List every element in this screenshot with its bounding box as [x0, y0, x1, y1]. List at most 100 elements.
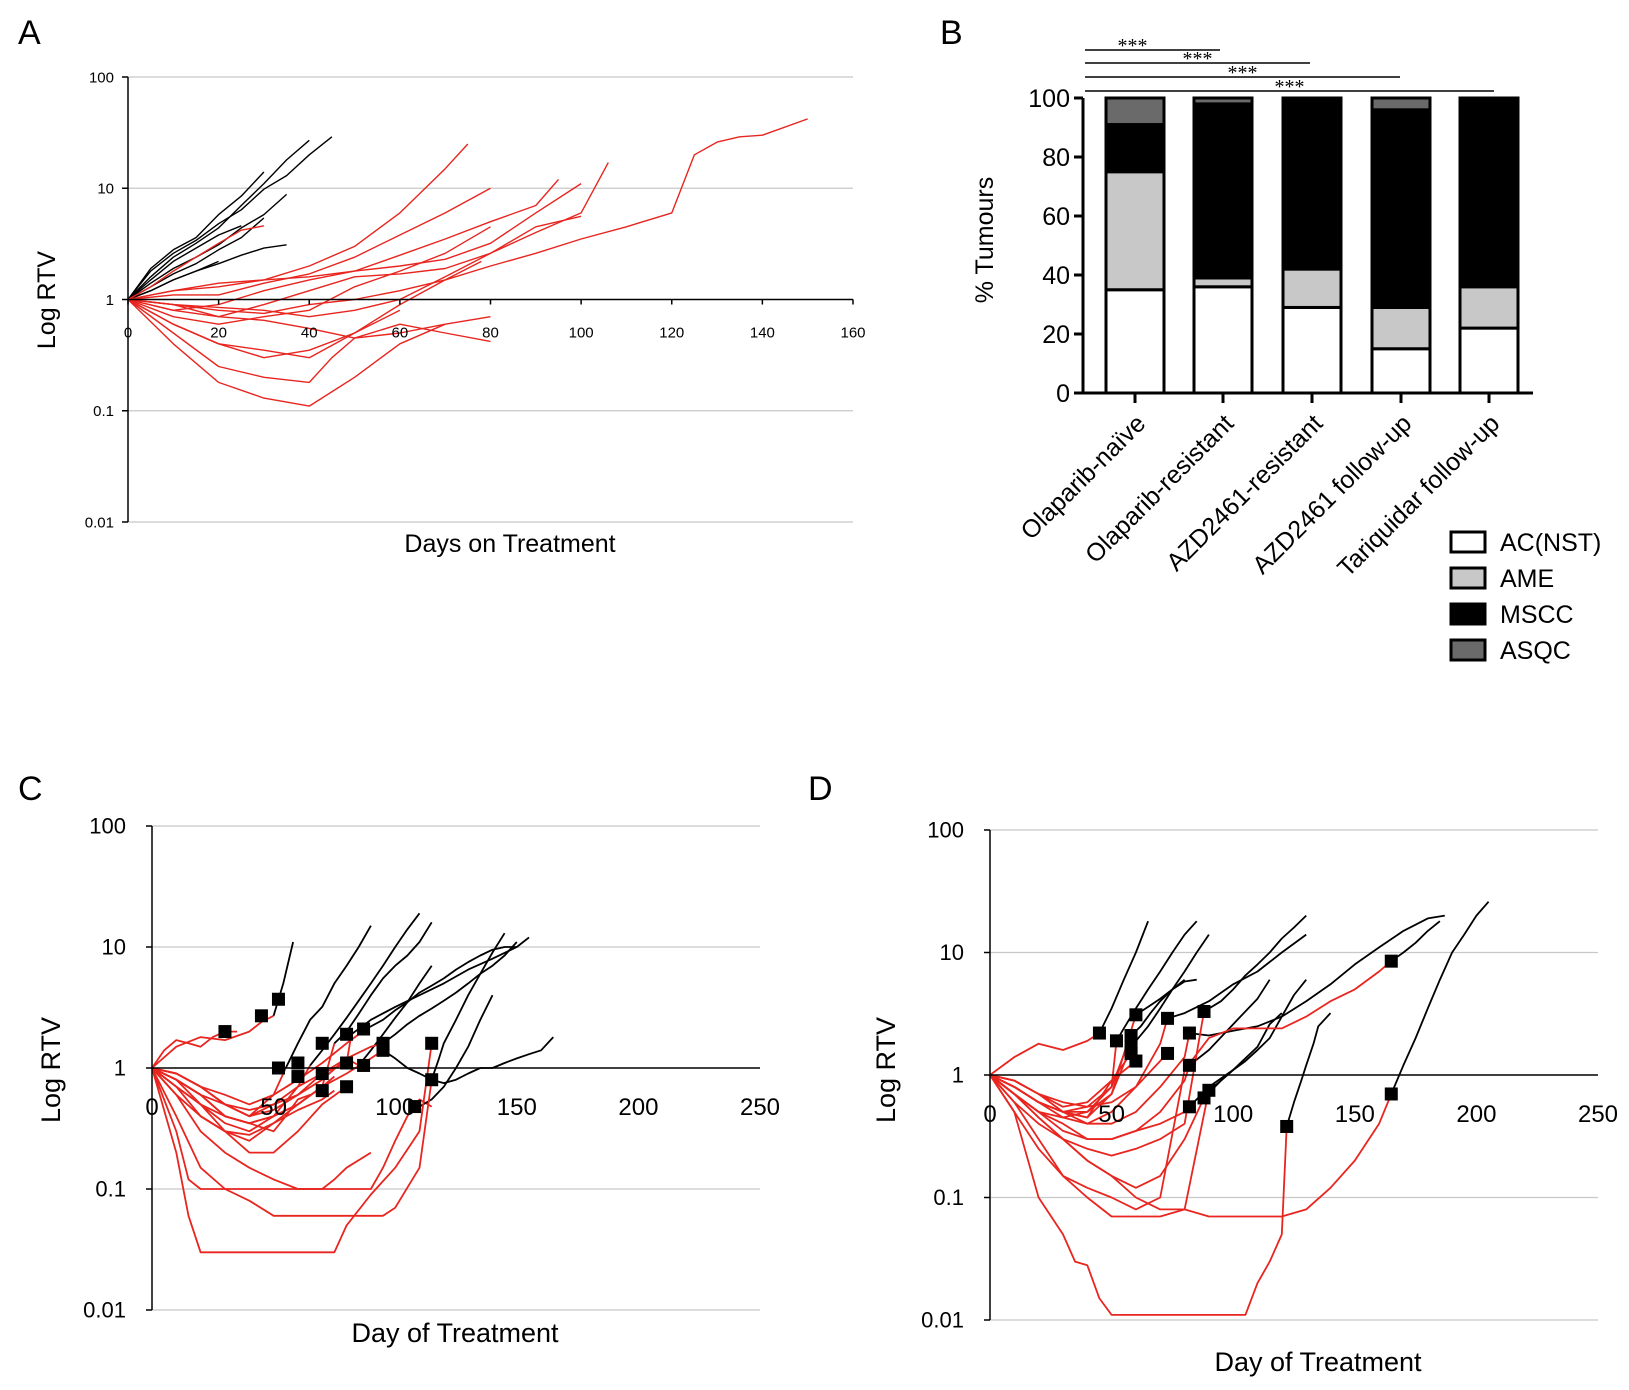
- panel-a-x-tick-label: 40: [301, 325, 318, 342]
- panel-d-black-series-line: [1189, 914, 1445, 1037]
- panel-b-legend-label: ASQC: [1500, 637, 1571, 665]
- panel-c-square-marker: [357, 1058, 371, 1072]
- panel-b-letter: B: [940, 14, 963, 52]
- panel-d-red-series-line: [989, 1052, 1169, 1108]
- panel-d-red-series-line: [989, 1032, 1100, 1076]
- panel-c-square-marker: [271, 992, 285, 1006]
- panel-c-square-marker: [340, 1027, 354, 1041]
- panel-a-red-series-line: [127, 226, 491, 325]
- panel-d-black-series-line: [1203, 914, 1307, 1013]
- panel-a-axes: [122, 76, 854, 523]
- panel-b-axes: [1074, 96, 1533, 403]
- panel-c-x-tick-label: 250: [740, 1094, 780, 1121]
- panel-b-bar-segment: [1104, 96, 1166, 127]
- panel-a-red-series-line: [127, 298, 401, 359]
- panel-d-y-tick-label: 10: [940, 940, 964, 965]
- panel-c-square-marker: [357, 1022, 371, 1036]
- panel-d-markers: [1092, 954, 1398, 1133]
- panel-c-x-tick-label: 200: [618, 1094, 658, 1121]
- panel-b-legend-swatch: [1449, 638, 1487, 662]
- panel-d-square-marker: [1182, 1100, 1196, 1114]
- panel-d-red-series-line: [989, 1032, 1191, 1125]
- panel-a-black-series-line: [127, 225, 242, 301]
- panel-c-red-series-line: [151, 1028, 367, 1106]
- panel-d-black-series-line: [1135, 978, 1197, 1016]
- panel-c-square-marker: [315, 1036, 329, 1050]
- panel-b-legend-label: MSCC: [1500, 601, 1574, 629]
- panel-d-square-marker: [1124, 1029, 1138, 1043]
- panel-c-x-tick-label: 100: [375, 1094, 415, 1121]
- panel-c-markers: [218, 992, 439, 1114]
- panel-a-x-tick-label: 100: [569, 325, 594, 342]
- panel-c-y-tick-label: 100: [89, 814, 126, 839]
- panel-c-square-marker: [425, 1036, 439, 1050]
- panel-d-x-tick-label: 0: [983, 1101, 996, 1128]
- panel-c-square-marker: [254, 1009, 268, 1023]
- panel-b-bar-segment: [1281, 267, 1343, 309]
- panel-d-y-axis-title: Log RTV: [871, 1017, 901, 1123]
- panel-b-bar-segment: [1458, 285, 1520, 330]
- panel-b-y-tick-label: 40: [1042, 262, 1070, 290]
- panel-b-legend: AC(NST) AME MSCC ASQC: [1449, 529, 1601, 665]
- panel-d: D 0.01 0.1 1 10 100 0 50 100 150 200 250 Day of Tr…: [808, 770, 1618, 1377]
- panel-a: A 0.01 0.1 1 10 100 0 20 40 60 80 100 120 140 160 Day…: [18, 14, 866, 558]
- panel-b-y-axis-title: % Tumours: [971, 177, 999, 303]
- panel-c-black-series-line: [430, 932, 506, 1080]
- panel-a-tick-labels: 0.01 0.1 1 10 100 0 20 40 60 80 100 120 140 160: [85, 69, 866, 531]
- panel-b-significance-label: ***: [1275, 76, 1305, 98]
- panel-d-square-marker: [1182, 1058, 1196, 1072]
- panel-d-y-tick-label: 100: [927, 818, 964, 843]
- panel-a-red-series-line: [127, 143, 469, 301]
- panel-b-y-tick-label: 100: [1028, 85, 1070, 113]
- panel-b-legend-swatch: [1449, 602, 1487, 626]
- panel-d-red-series-line: [989, 1074, 1210, 1211]
- panel-b-legend-label: AC(NST): [1500, 529, 1601, 557]
- panel-b-significance-label: ***: [1118, 35, 1148, 57]
- panel-c-letter: C: [18, 770, 43, 808]
- panel-b-bar-segment: [1370, 108, 1432, 309]
- panel-b-bar-segment: [1370, 96, 1432, 112]
- panel-d-x-tick-label: 100: [1213, 1101, 1253, 1128]
- panel-c-square-marker: [376, 1043, 390, 1057]
- panel-d-square-marker: [1161, 1011, 1175, 1025]
- panel-c-y-tick-label: 0.1: [95, 1177, 126, 1202]
- panel-a-series: [127, 118, 808, 407]
- panel-a-x-axis-title: Days on Treatment: [404, 530, 615, 558]
- panel-a-y-tick-label: 0.01: [85, 514, 114, 531]
- panel-b-legend-label: AME: [1500, 565, 1554, 593]
- panel-c-black-series-line: [365, 946, 517, 1030]
- panel-c-red-series-line: [151, 1042, 384, 1118]
- panel-c-red-series-line: [151, 1067, 433, 1217]
- panel-d-black-series-line: [1115, 920, 1198, 1042]
- panel-a-x-tick-label: 60: [392, 325, 409, 342]
- panel-d-y-tick-label: 0.01: [921, 1308, 964, 1333]
- panel-c-black-series-line: [284, 925, 372, 1069]
- panel-a-black-series-line: [127, 260, 219, 301]
- panel-b-bar-segment: [1281, 96, 1343, 271]
- panel-d-x-tick-label: 250: [1578, 1101, 1618, 1128]
- panel-d-x-tick-label: 150: [1335, 1101, 1375, 1128]
- panel-b-bar-segment: [1192, 96, 1254, 106]
- panel-a-red-series-line: [127, 187, 491, 301]
- panel-c-black-series-line: [333, 921, 433, 1044]
- panel-b-y-tick-label: 20: [1042, 321, 1070, 349]
- panel-d-square-marker: [1202, 1083, 1216, 1097]
- panel-d-letter: D: [808, 770, 833, 808]
- panel-a-x-tick-label: 140: [750, 325, 775, 342]
- panel-d-x-tick-label: 50: [1098, 1101, 1125, 1128]
- panel-a-red-series-line: [127, 178, 560, 301]
- panel-c-black-series-line: [382, 941, 518, 1045]
- panel-a-y-tick-label: 100: [89, 69, 114, 86]
- panel-d-x-tick-label: 200: [1456, 1101, 1496, 1128]
- panel-d-red-series-line: [989, 1074, 1393, 1218]
- panel-d-black-series-line: [1285, 1012, 1332, 1127]
- panel-c-y-axis-title: Log RTV: [36, 1017, 66, 1123]
- panel-d-black-series-line: [1390, 901, 1490, 1095]
- panel-d-axes: [984, 829, 1598, 1321]
- panel-c-red-series-line: [151, 1067, 433, 1190]
- panel-d-square-marker: [1129, 1054, 1143, 1068]
- panel-a-y-tick-label: 0.1: [93, 403, 114, 420]
- panel-c-red-series-line: [151, 1067, 372, 1190]
